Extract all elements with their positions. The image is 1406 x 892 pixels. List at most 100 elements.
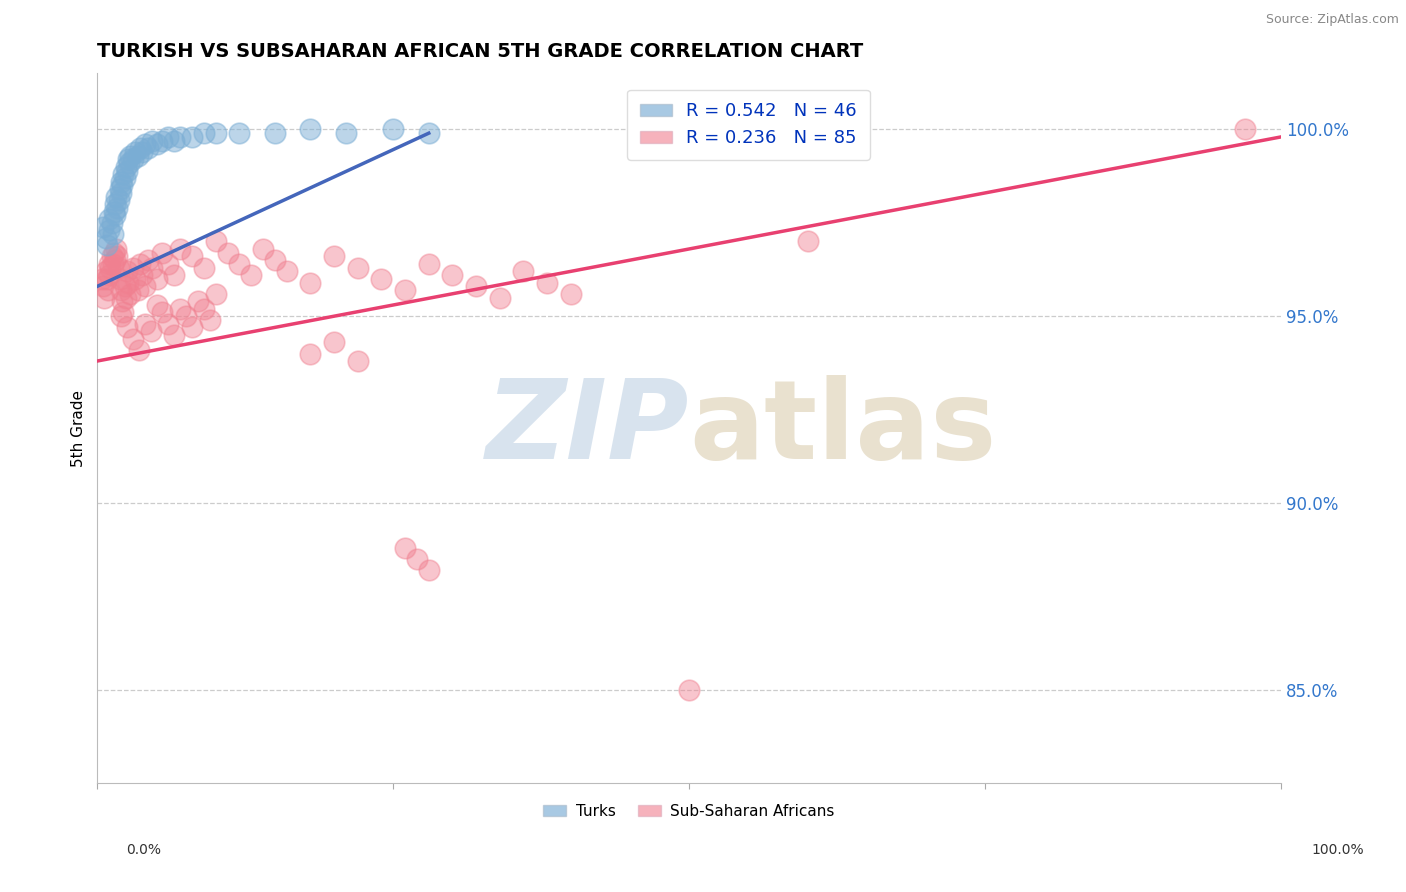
- Point: [104, 197, 127, 211]
- Point: [100, 216, 122, 230]
- Point: [124, 145, 146, 159]
- Point: [118, 156, 141, 170]
- Text: 0.0%: 0.0%: [127, 843, 162, 857]
- Point: [163, 268, 186, 282]
- Text: Source: ZipAtlas.com: Source: ZipAtlas.com: [1265, 13, 1399, 27]
- Text: 100.0%: 100.0%: [1312, 843, 1364, 857]
- Point: [114, 291, 136, 305]
- Point: [94, 231, 117, 245]
- Point: [96, 238, 118, 252]
- Point: [152, 305, 174, 319]
- Point: [198, 313, 221, 327]
- Point: [163, 134, 186, 148]
- Point: [512, 264, 534, 278]
- Point: [110, 309, 132, 323]
- Point: [141, 134, 163, 148]
- Point: [120, 148, 142, 162]
- Point: [465, 279, 488, 293]
- Point: [111, 294, 134, 309]
- Point: [418, 257, 440, 271]
- Point: [112, 305, 135, 319]
- Point: [129, 141, 152, 155]
- Point: [110, 186, 132, 200]
- Text: TURKISH VS SUBSAHARAN AFRICAN 5TH GRADE CORRELATION CHART: TURKISH VS SUBSAHARAN AFRICAN 5TH GRADE …: [97, 42, 863, 61]
- Point: [91, 219, 114, 234]
- Point: [110, 283, 132, 297]
- Point: [136, 141, 159, 155]
- Point: [145, 272, 167, 286]
- Point: [121, 260, 143, 275]
- Point: [98, 212, 121, 227]
- Point: [96, 272, 118, 286]
- Point: [105, 189, 128, 203]
- Point: [181, 320, 204, 334]
- Point: [169, 301, 191, 316]
- Point: [91, 279, 114, 293]
- Point: [110, 175, 132, 189]
- Point: [157, 129, 180, 144]
- Point: [488, 291, 510, 305]
- Point: [193, 301, 215, 316]
- Point: [136, 253, 159, 268]
- Point: [187, 294, 209, 309]
- Point: [134, 279, 156, 293]
- Point: [94, 264, 117, 278]
- Point: [299, 276, 322, 290]
- Point: [335, 126, 357, 140]
- Point: [134, 137, 156, 152]
- Point: [101, 257, 124, 271]
- Point: [370, 272, 392, 286]
- Point: [560, 286, 582, 301]
- Point: [100, 249, 122, 263]
- Point: [145, 298, 167, 312]
- Point: [117, 153, 139, 167]
- Point: [131, 268, 153, 282]
- Point: [107, 194, 129, 208]
- Point: [121, 332, 143, 346]
- Point: [114, 171, 136, 186]
- Point: [98, 257, 121, 271]
- Point: [276, 264, 298, 278]
- Point: [174, 309, 197, 323]
- Point: [98, 268, 121, 282]
- Point: [157, 257, 180, 271]
- Point: [131, 145, 153, 159]
- Point: [91, 272, 114, 286]
- Point: [169, 242, 191, 256]
- Point: [105, 242, 128, 256]
- Point: [346, 260, 368, 275]
- Point: [299, 346, 322, 360]
- Point: [678, 682, 700, 697]
- Point: [104, 208, 127, 222]
- Point: [114, 279, 136, 293]
- Point: [163, 327, 186, 342]
- Point: [98, 223, 121, 237]
- Point: [181, 129, 204, 144]
- Point: [193, 260, 215, 275]
- Point: [107, 201, 129, 215]
- Point: [97, 283, 120, 297]
- Point: [418, 563, 440, 577]
- Point: [103, 204, 125, 219]
- Point: [108, 272, 131, 286]
- Point: [1234, 122, 1257, 136]
- Point: [228, 257, 250, 271]
- Point: [169, 129, 191, 144]
- Point: [107, 249, 129, 263]
- Point: [299, 122, 322, 136]
- Point: [108, 182, 131, 196]
- Point: [112, 167, 135, 181]
- Point: [101, 227, 124, 241]
- Point: [124, 272, 146, 286]
- Point: [128, 343, 150, 357]
- Point: [141, 260, 163, 275]
- Point: [152, 245, 174, 260]
- Legend: Turks, Sub-Saharan Africans: Turks, Sub-Saharan Africans: [537, 797, 841, 825]
- Point: [382, 122, 405, 136]
- Point: [394, 541, 416, 555]
- Point: [121, 153, 143, 167]
- Point: [323, 249, 346, 263]
- Point: [107, 260, 129, 275]
- Point: [394, 283, 416, 297]
- Point: [418, 126, 440, 140]
